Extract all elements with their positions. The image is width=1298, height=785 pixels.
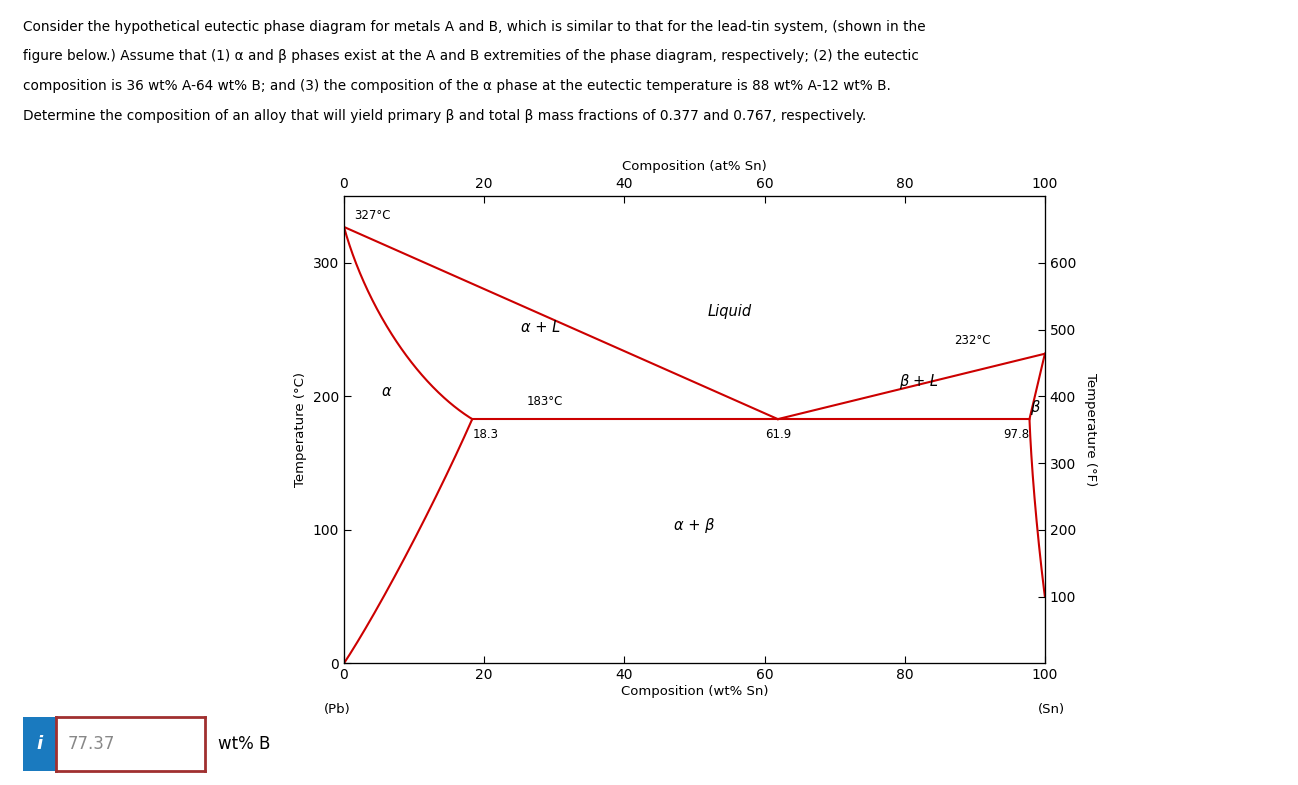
Text: Determine the composition of an alloy that will yield primary β and total β mass: Determine the composition of an alloy th… (23, 109, 867, 123)
Text: i: i (36, 736, 43, 753)
Y-axis label: Temperature (°C): Temperature (°C) (295, 372, 308, 487)
Text: wt% B: wt% B (218, 736, 270, 753)
Text: 77.37: 77.37 (67, 736, 116, 753)
X-axis label: Composition (at% Sn): Composition (at% Sn) (622, 160, 767, 173)
Text: Liquid: Liquid (707, 305, 752, 319)
Text: composition is 36 wt% A-64 wt% B; and (3) the composition of the α phase at the : composition is 36 wt% A-64 wt% B; and (3… (23, 79, 892, 93)
Text: 61.9: 61.9 (765, 429, 790, 441)
Text: β: β (1029, 400, 1040, 415)
Text: α + β: α + β (674, 518, 715, 533)
Text: β + L: β + L (900, 374, 938, 389)
Text: Consider the hypothetical eutectic phase diagram for metals A and B, which is si: Consider the hypothetical eutectic phase… (23, 20, 925, 34)
Text: 232°C: 232°C (954, 334, 990, 347)
Text: 183°C: 183°C (526, 396, 562, 408)
Y-axis label: Temperature (°F): Temperature (°F) (1084, 373, 1097, 487)
Text: (Sn): (Sn) (1038, 703, 1066, 716)
Text: 97.8: 97.8 (1003, 429, 1029, 441)
Text: 18.3: 18.3 (472, 429, 498, 441)
Text: α + L: α + L (520, 320, 559, 335)
Text: α: α (382, 385, 391, 400)
Text: (Pb): (Pb) (323, 703, 350, 716)
Text: figure below.) Assume that (1) α and β phases exist at the A and B extremities o: figure below.) Assume that (1) α and β p… (23, 49, 919, 64)
X-axis label: Composition (wt% Sn): Composition (wt% Sn) (620, 685, 768, 698)
Text: 327°C: 327°C (354, 209, 391, 221)
